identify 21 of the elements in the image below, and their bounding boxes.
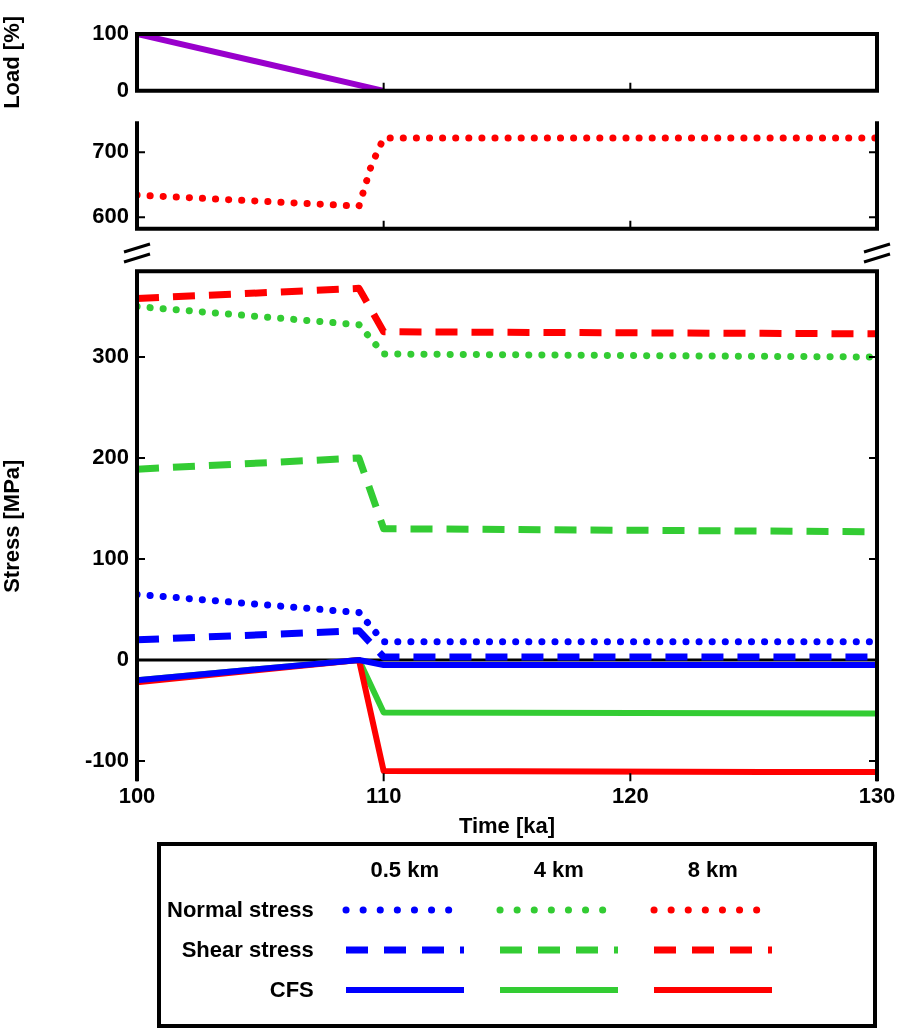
y-axis-title: Stress [MPa] xyxy=(0,459,25,593)
y-tick-label: -100 xyxy=(84,747,129,773)
y-tick-label: 700 xyxy=(92,138,129,164)
x-tick-label: 110 xyxy=(365,783,402,809)
y-tick-label: 100 xyxy=(92,20,129,46)
text: Shear stress xyxy=(180,936,315,964)
x-axis-title: Time [ka] xyxy=(458,812,556,838)
text: CFS xyxy=(268,976,315,1004)
y-tick-label: 300 xyxy=(92,343,129,369)
x-tick-label: 120 xyxy=(611,783,649,809)
y-tick-label: 0 xyxy=(116,76,129,102)
y-tick-label: 200 xyxy=(92,444,129,470)
y-axis-title: Load [%] xyxy=(0,15,25,109)
y-tick-label: 600 xyxy=(92,203,129,229)
x-tick-label: 130 xyxy=(858,783,896,809)
text: 8 km xyxy=(686,856,739,884)
text: Normal stress xyxy=(166,896,315,924)
y-tick-label: 0 xyxy=(116,646,129,672)
y-tick-label: 100 xyxy=(92,545,129,571)
text: 4 km xyxy=(532,856,585,884)
text: 0.5 km xyxy=(369,856,440,884)
